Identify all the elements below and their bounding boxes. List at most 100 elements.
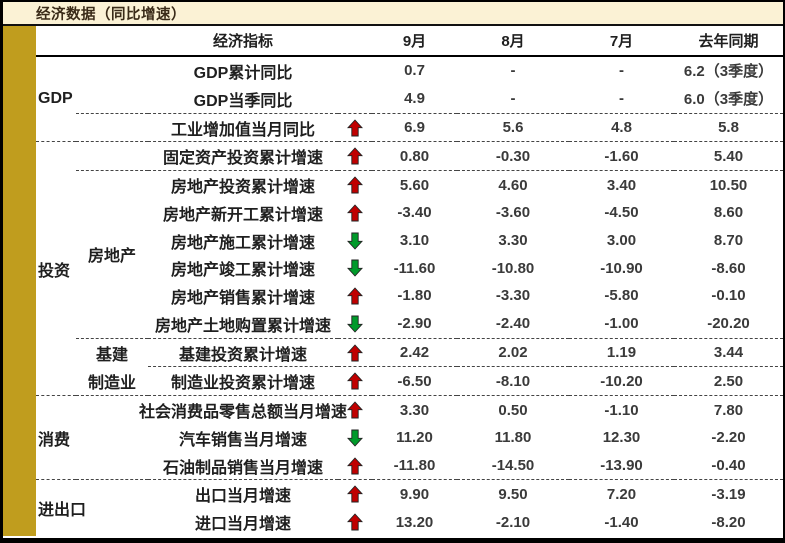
value-cell: -11.80 <box>372 451 457 481</box>
table-row: 石油制品销售当月增速 -11.80 -14.50 -13.90 -0.40 <box>36 451 783 481</box>
value-cell: 0.80 <box>372 141 457 172</box>
indicator-cell: 制造业投资累计增速 <box>148 366 338 397</box>
value-cell: 0.50 <box>498 401 528 419</box>
value-cell: -4.50 <box>604 204 639 222</box>
header-spacer <box>338 26 372 57</box>
value-cell: -2.10 <box>495 513 531 531</box>
indicator-cell: 基建投资累计增速 <box>148 338 338 368</box>
indicator-cell: 社会消费品零售总额当月增速 <box>139 396 347 424</box>
indicator-cell: GDP当季同比 <box>148 84 338 114</box>
indicator-label: 制造业投资累计增速 <box>170 375 315 393</box>
trend-cell <box>338 141 372 172</box>
column-header-jul: 7月 <box>569 26 674 57</box>
indicator-cell: GDP累计同比 <box>148 56 338 85</box>
up-arrow-icon <box>347 456 363 475</box>
value-cell: -8.60 <box>711 259 746 277</box>
page-title: 经济数据（同比增速） <box>36 6 186 23</box>
indicator-cell: 固定资产投资累计增速 <box>148 141 338 172</box>
value-cell: 11.20 <box>396 429 433 447</box>
value-cell: 2.02 <box>457 338 569 368</box>
indicator-cell: 房地产土地购置累计增速 <box>148 309 338 339</box>
value-cell: -20.20 <box>674 309 783 339</box>
economic-indicators-table: 经济指标 9月 8月 7月 去年同期 GDP GDP累计同比 0.7- -6.2（3季… <box>36 26 783 536</box>
trend-cell <box>338 84 372 114</box>
value-cell: -1.40 <box>604 513 639 531</box>
indicator-cell: 房地产施工累计增速 <box>148 227 338 255</box>
table-row: 汽车销售当月增速 11.20 11.80 12.30 -2.20 <box>36 424 783 452</box>
table-row: 工业增加值当月同比 6.9 5.6 4.8 5.8 <box>36 113 783 143</box>
up-arrow-icon <box>347 204 363 222</box>
table-row: 进口当月增速 13.20 -2.10 -1.40 -8.20 <box>36 508 783 536</box>
table-row: GDP GDP累计同比 0.7- -6.2（3季度） <box>36 56 783 143</box>
category-label: 进出口 <box>38 502 87 520</box>
value-cell: 6.9 <box>372 113 457 143</box>
value-cell: - <box>619 62 624 80</box>
column-header-sep: 9月 <box>372 26 457 57</box>
value-cell: -0.30 <box>457 141 569 172</box>
value-cell: 3.44 <box>674 338 783 368</box>
table-row: 房地产新开工累计增速 -3.40 -3.60 -4.50 8.60 <box>36 199 783 227</box>
indicator-label: GDP当季同比 <box>193 92 293 110</box>
table-row: 消费 社会消费品零售总额当月增速 3.30 0.50 -1.10 7.80 <box>36 395 783 481</box>
value-cell: -10.20 <box>569 366 674 397</box>
column-header-prev-year: 去年同期 <box>674 26 783 57</box>
value-cell: 6.0（3季度） <box>674 84 783 114</box>
value-cell: -1.60 <box>569 141 674 172</box>
value-cell: 4.9 <box>372 84 457 114</box>
trend-cell <box>338 282 372 310</box>
value-cell: -1.00 <box>569 309 674 339</box>
indicator-label: 房地产销售累计增速 <box>170 289 315 307</box>
value-cell: 12.30 <box>602 429 641 447</box>
down-arrow-icon <box>347 429 363 447</box>
header-spacer <box>76 26 148 57</box>
category-label: 消费 <box>36 395 76 481</box>
subcategory-label <box>76 113 148 143</box>
trend-cell <box>338 480 372 508</box>
indicator-cell: 出口当月增速 <box>148 480 338 508</box>
value-cell: 11.80 <box>494 429 532 447</box>
value-cell: 5.40 <box>674 141 783 172</box>
subcategory-label: 制造业 <box>76 366 148 397</box>
value-cell: 5.6 <box>457 113 569 143</box>
header-spacer <box>36 26 76 57</box>
value-cell: -1.80 <box>397 287 432 305</box>
indicator-label: 社会消费品零售总额当月增速 <box>138 404 347 422</box>
table-area: 经济指标 9月 8月 7月 去年同期 GDP GDP累计同比 0.7- -6.2（3季… <box>3 26 783 536</box>
value-cell: 8.60 <box>713 204 744 222</box>
value-cell: 7.20 <box>606 485 637 503</box>
value-cell: 5.8 <box>674 113 783 143</box>
value-cell: 10.50 <box>709 176 748 194</box>
trend-cell <box>338 254 372 282</box>
up-arrow-icon <box>347 176 363 194</box>
indicator-cell: 进口当月增速 <box>148 508 338 536</box>
table-row: 投资 固定资产投资累计增速 0.80 -0.30 -1.60 5.40 <box>36 141 783 397</box>
indicator-label: 基建投资累计增速 <box>178 346 307 364</box>
value-cell: 3.40 <box>606 176 637 194</box>
subcategory-label <box>76 480 148 536</box>
trend-cell <box>338 508 372 536</box>
down-arrow-icon <box>347 315 363 333</box>
value-cell: 3.10 <box>399 232 430 250</box>
value-cell: 7.80 <box>713 401 744 419</box>
value-cell: -14.50 <box>457 451 569 481</box>
header-row: 经济指标 9月 8月 7月 去年同期 <box>36 26 783 57</box>
subcategory-label: 房地产 <box>76 170 148 339</box>
trend-cell <box>338 396 372 424</box>
value-cell: -3.19 <box>711 485 746 503</box>
value-cell: 13.20 <box>395 513 434 531</box>
trend-cell <box>338 338 372 368</box>
value-cell: -2.20 <box>711 429 746 447</box>
category-label: GDP <box>36 56 76 143</box>
value-cell: 3.00 <box>606 232 637 250</box>
value-cell: 1.19 <box>569 338 674 368</box>
indicator-label: 房地产施工累计增速 <box>170 234 315 252</box>
subcategory-label <box>76 56 148 114</box>
value-cell: 3.30 <box>399 401 430 419</box>
trend-cell <box>338 199 372 227</box>
value-cell: -3.40 <box>397 204 432 222</box>
table-row: 制造业 制造业投资累计增速 -6.50 -8.10 -10.20 2.50 <box>36 366 783 397</box>
value-cell: 0.7 <box>404 62 425 80</box>
value-cell: -8.10 <box>457 366 569 397</box>
indicator-label: 房地产新开工累计增速 <box>162 206 323 224</box>
indicator-cell: 房地产销售累计增速 <box>148 282 338 310</box>
